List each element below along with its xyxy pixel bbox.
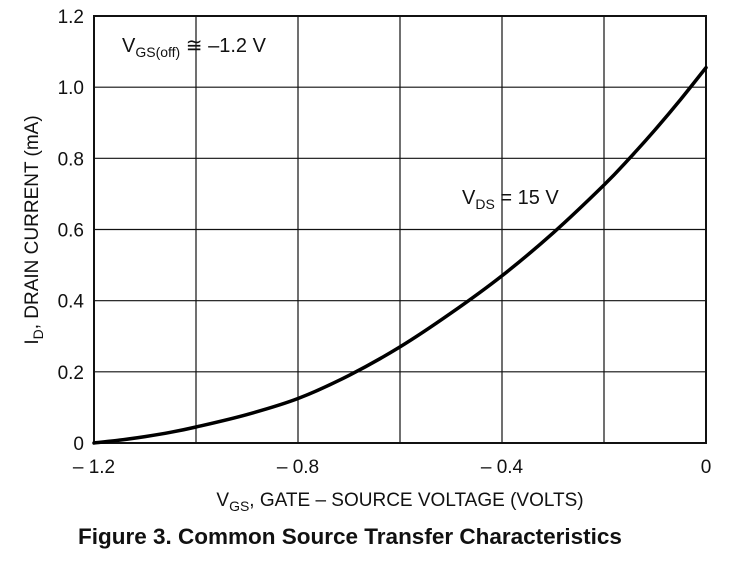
x-axis-label-main: V [216,490,229,511]
annotation-vgs-off-sub: GS(off) [135,44,180,60]
x-axis-label: VGS, GATE – SOURCE VOLTAGE (VOLTS) [216,490,583,514]
x-tick-label: – 0.4 [481,457,524,478]
y-tick-labels: 0 0.2 0.4 0.6 0.8 1.0 1.2 [58,7,85,455]
y-tick-label: 0.6 [58,221,84,242]
annotation-vds-main: V [462,187,476,209]
figure-caption: Figure 3. Common Source Transfer Charact… [78,524,622,549]
y-axis-label-sub: D [30,329,46,339]
y-tick-label: 0.4 [58,292,85,313]
annotation-vgs-off-rest: ≅ –1.2 V [180,35,266,57]
x-tick-label: – 0.8 [277,457,319,478]
y-tick-label: 0.8 [58,149,84,170]
grid [94,16,706,443]
y-tick-label: 0.2 [58,363,84,384]
x-tick-label: 0 [701,457,712,478]
x-tick-label: – 1.2 [73,457,115,478]
annotation-vds: VDS = 15 V [462,187,559,212]
annotation-vds-rest: = 15 V [495,187,560,209]
x-tick-labels: – 1.2 – 0.8 – 0.4 0 [73,457,711,478]
annotation-vgs-off: VGS(off) ≅ –1.2 V [122,35,267,60]
transfer-characteristics-chart: 00.20.40.60.81.01.2 – 1.2– 0.8– 0.4 0 VGS… [22,7,711,514]
y-tick-label: 0 [73,434,84,455]
y-axis-label-main: I [22,339,43,344]
annotation-vgs-off-main: V [122,35,136,57]
y-axis-label: ID, DRAIN CURRENT (mA) [22,115,46,344]
x-axis-label-rest: , GATE – SOURCE VOLTAGE (VOLTS) [249,490,583,511]
y-axis-label-rest: , DRAIN CURRENT (mA) [22,115,43,329]
y-tick-label: 1.0 [58,78,84,99]
y-tick-label: 1.2 [58,7,84,28]
x-axis-label-sub: GS [229,498,249,514]
series-line-vds-15v [92,65,708,445]
annotation-vds-sub: DS [475,196,494,212]
plot-frame [93,15,707,444]
